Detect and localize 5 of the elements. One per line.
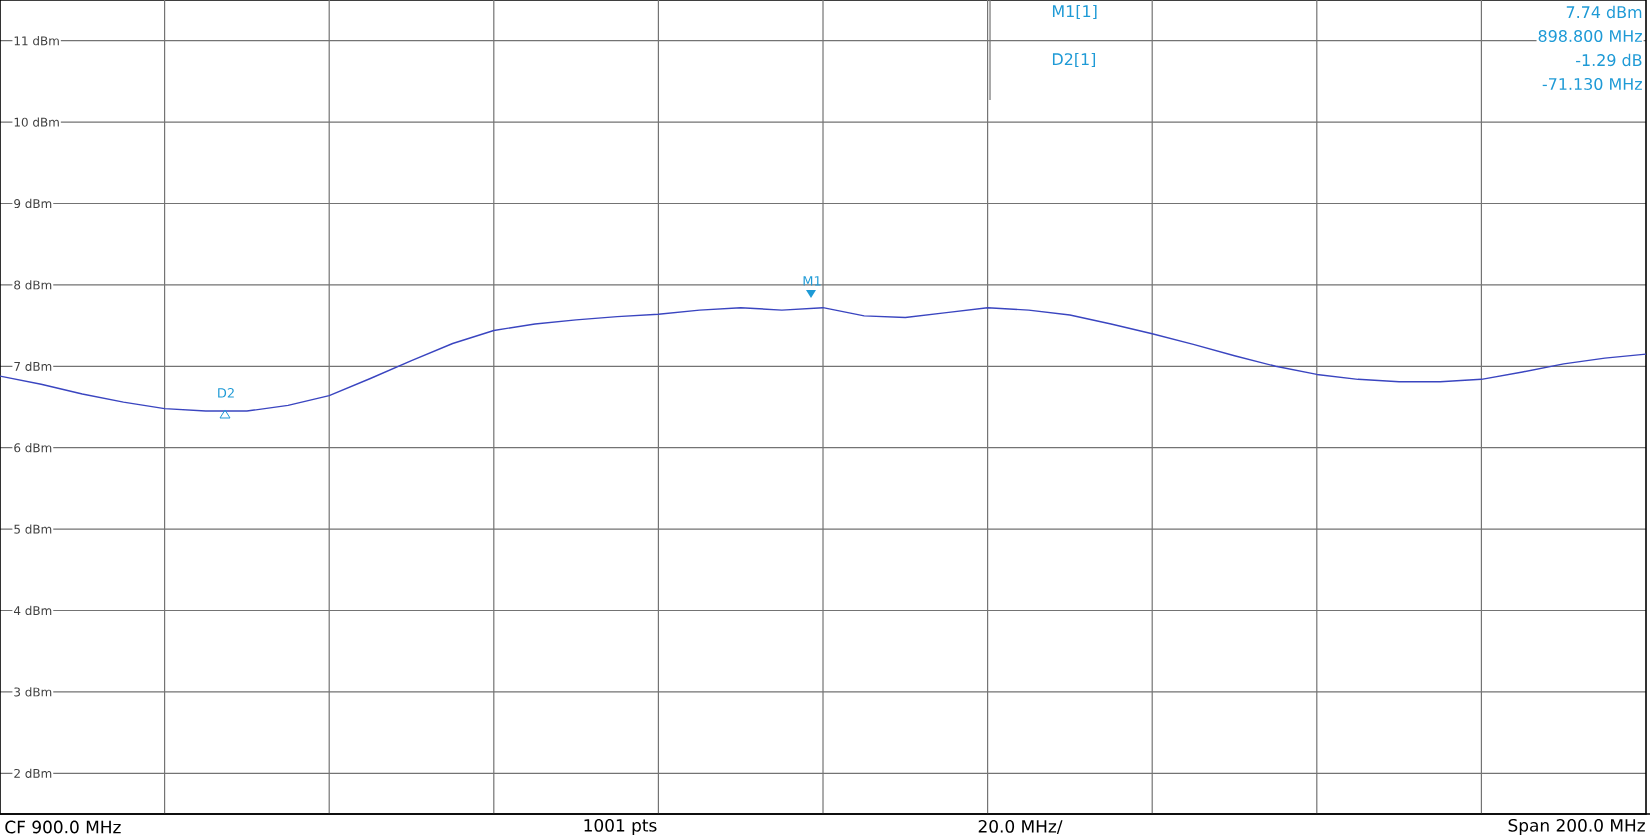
text: CF 900.0 MHz [5, 820, 121, 834]
text: 1001 pts [584, 818, 657, 836]
text: 20.0 MHz/ [978, 819, 1063, 835]
text: Span 200.0 MHz [1508, 818, 1645, 836]
line-series [0, 306, 1647, 412]
